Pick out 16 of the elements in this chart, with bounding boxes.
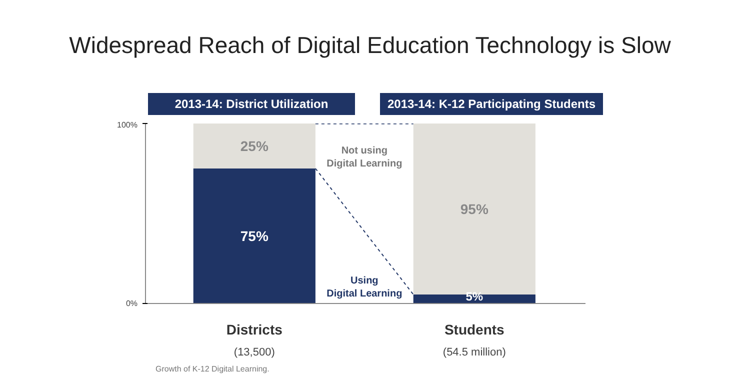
bar: [193, 124, 316, 168]
y-tick-label: 0%: [126, 299, 138, 308]
x-tick-label: Students: [444, 322, 505, 338]
series-label: Using Digital Learning: [326, 275, 402, 300]
series-label: Not using Digital Learning: [326, 146, 402, 170]
text: (54.5 million): [442, 346, 506, 358]
x-tick-label: Districts: [226, 322, 283, 338]
y-tick-label: 100%: [117, 120, 138, 130]
data-label: 75%: [240, 228, 269, 244]
data-label: 25%: [240, 138, 269, 154]
text: 2013-14: K-12 Participating Students: [387, 96, 596, 113]
text: 2013-14: District Utilization: [174, 96, 328, 113]
data-label: 95%: [460, 201, 489, 217]
chart-title: Widespread Reach of Digital Education Technology is Slow: [69, 31, 671, 60]
text: (13,500): [234, 346, 275, 358]
text: Growth of K-12 Digital Learning.: [156, 364, 270, 374]
